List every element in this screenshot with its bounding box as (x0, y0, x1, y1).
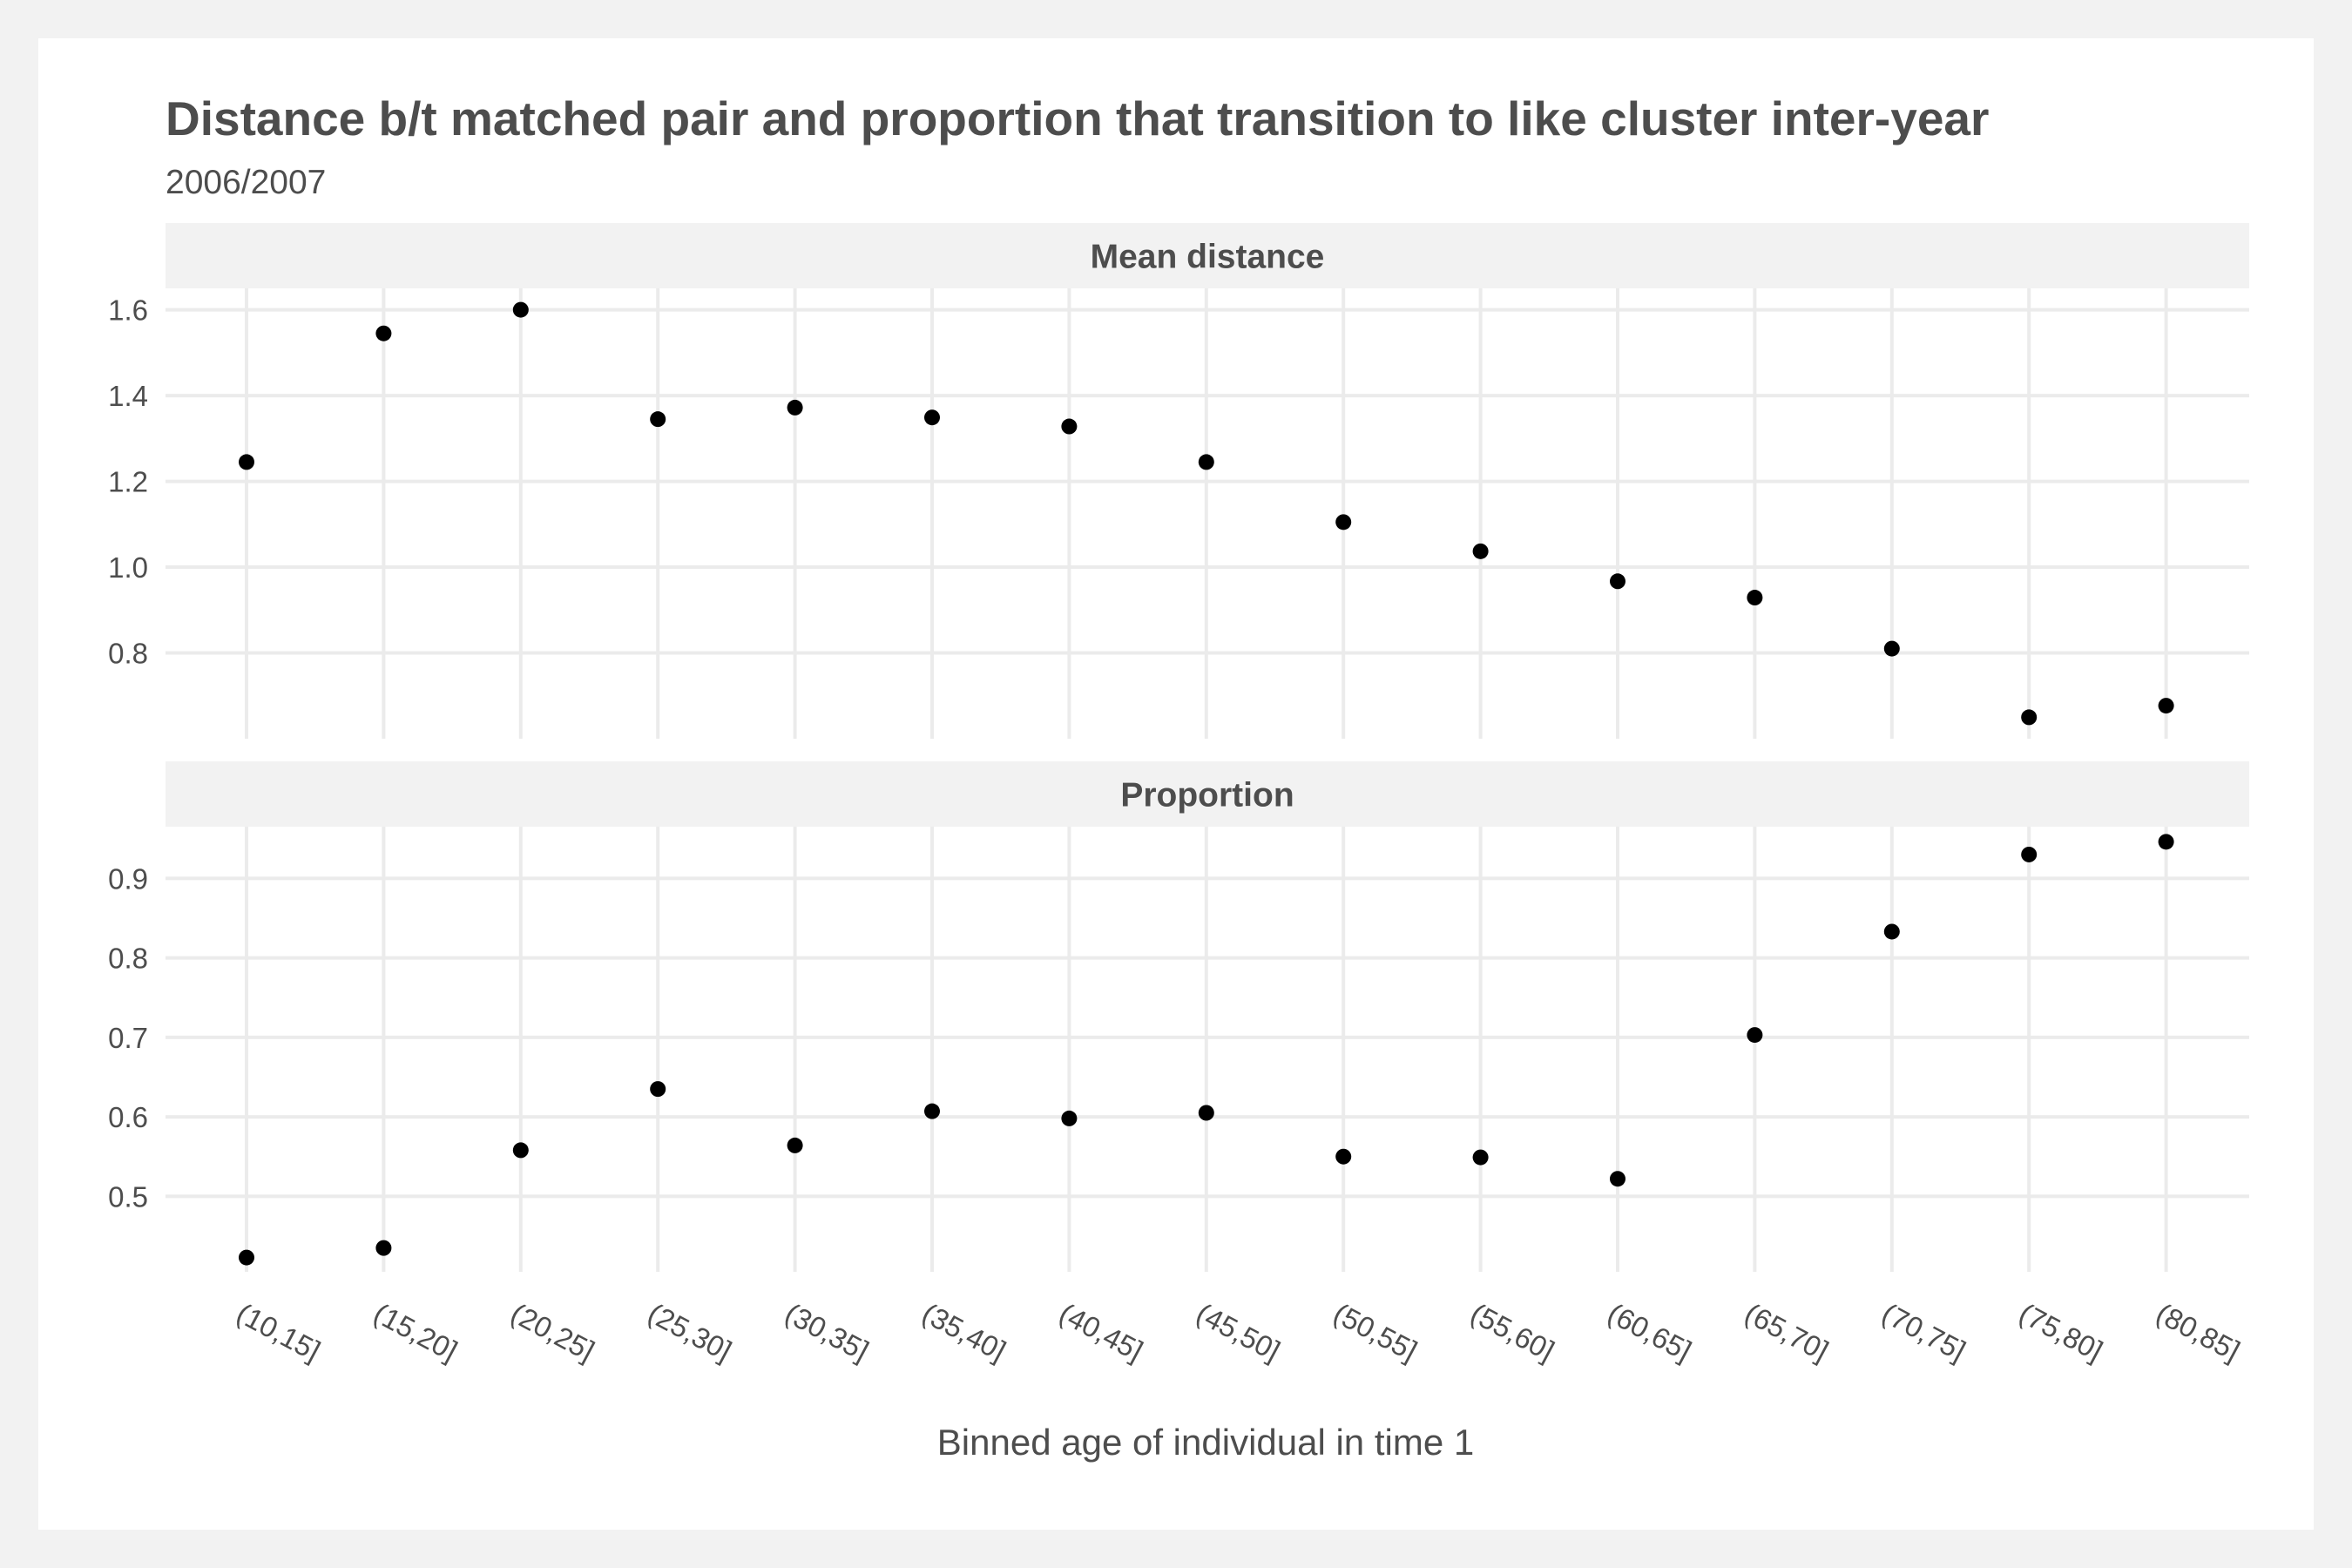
panel-1: Mean distance 0.8 1.0 1.2 1.4 1.6 (108, 223, 2249, 739)
facet-strip (166, 761, 2249, 827)
x-axis-title: Binned age of individual in time 1 (937, 1422, 1474, 1463)
data-point (375, 325, 392, 341)
data-point (1061, 1110, 1078, 1126)
facet-strip-label: Mean distance (1091, 239, 1325, 276)
data-point (787, 399, 803, 416)
data-point (1883, 923, 1900, 940)
data-point (1472, 543, 1489, 559)
y-tick-label: 1.0 (108, 551, 148, 584)
data-point (650, 1081, 666, 1098)
y-tick-label: 0.7 (108, 1022, 148, 1054)
data-point (2158, 698, 2174, 714)
data-point (512, 301, 529, 318)
facet-strip-label: Proportion (1120, 777, 1294, 814)
data-point (2158, 834, 2174, 850)
data-point (2021, 846, 2038, 862)
data-point (1061, 418, 1078, 435)
data-point (787, 1137, 803, 1153)
y-tick-label: 0.8 (108, 638, 148, 670)
data-point (924, 409, 940, 426)
chart-title: Distance b/t matched pair and proportion… (166, 91, 1989, 145)
data-point (512, 1142, 529, 1159)
data-point (375, 1240, 392, 1256)
y-tick-label: 0.5 (108, 1180, 148, 1213)
y-tick-label: 0.8 (108, 943, 148, 975)
data-point (924, 1103, 940, 1119)
y-tick-label: 0.6 (108, 1101, 148, 1133)
data-point (239, 1249, 254, 1266)
chart-subtitle: 2006/2007 (166, 164, 326, 201)
data-point (1472, 1149, 1489, 1166)
facet-panels: Mean distance 0.8 1.0 1.2 1.4 1.6 Proportion 0.… (108, 223, 2249, 1272)
y-tick-label: 0.9 (108, 862, 148, 895)
data-point (650, 411, 666, 428)
data-point (1883, 640, 1900, 657)
data-point (1610, 573, 1625, 590)
data-point (2021, 709, 2038, 726)
y-tick-label: 1.4 (108, 380, 148, 412)
data-point (1335, 1148, 1352, 1165)
data-point (1610, 1171, 1625, 1187)
data-point (1747, 1027, 1763, 1044)
data-point (239, 454, 254, 470)
panel-2: Proportion 0.5 0.6 0.7 0.8 0.9 (108, 761, 2249, 1272)
data-point (1198, 1105, 1214, 1121)
data-point (1198, 454, 1214, 470)
facet-strip (166, 223, 2249, 288)
y-tick-label: 1.2 (108, 466, 148, 498)
y-tick-label: 1.6 (108, 294, 148, 327)
data-point (1335, 514, 1352, 531)
data-point (1747, 590, 1763, 606)
